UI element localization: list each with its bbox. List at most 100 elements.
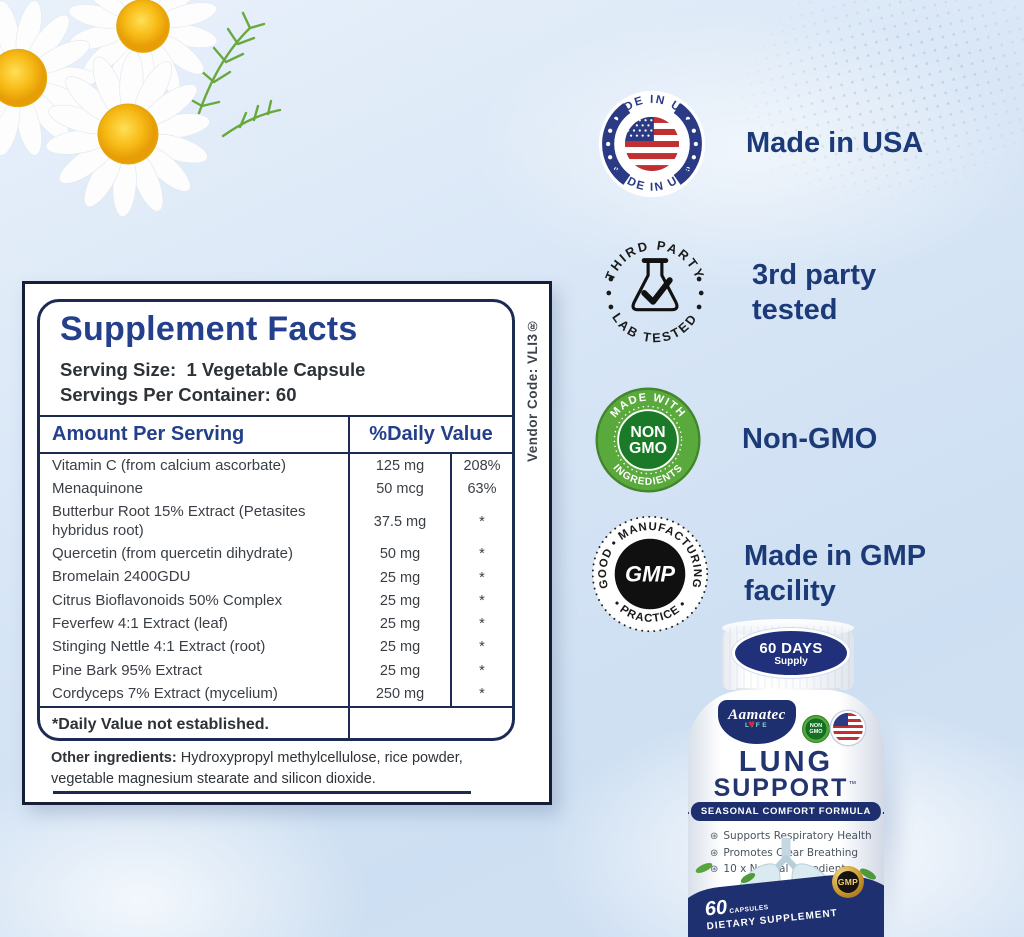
made-in-usa-seal-icon: MADE IN USA MADE IN USA <box>598 90 706 198</box>
table-footnote-row: *Daily Value not established. <box>40 705 512 738</box>
table-row: Stinging Nettle 4:1 Extract (root) 25 mg… <box>40 635 512 660</box>
ingredient-amount: 25 mg <box>348 635 450 660</box>
non-gmo-seal-icon: MADE WITH INGREDIENTS NON GMO <box>595 387 701 493</box>
ingredient-daily-value: * <box>450 500 512 543</box>
ingredient-amount: 25 mg <box>348 565 450 590</box>
capsule-count: 60 <box>703 896 729 921</box>
panel-title: Supplement Facts <box>60 310 358 348</box>
flag-icon <box>624 116 680 172</box>
benefit-bullet: ⊛ Supports Respiratory Health <box>710 830 880 843</box>
badge-row-third-party: THIRD PARTY LAB TESTED 3rd party tested <box>596 234 922 352</box>
badge-label-non-gmo: Non-GMO <box>742 423 878 456</box>
ingredient-amount: 25 mg <box>348 589 450 613</box>
ingredient-name: Bromelain 2400GDU <box>52 568 191 586</box>
ingredient-daily-value: 208% <box>450 454 512 478</box>
table-row: Menaquinone 50 mcg 63% <box>40 477 512 501</box>
ingredient-name: Menaquinone <box>52 480 143 498</box>
ingredient-name: Quercetin (from quercetin dihydrate) <box>52 545 293 563</box>
svg-text:LAB TESTED: LAB TESTED <box>609 310 701 346</box>
table-row: Pine Bark 95% Extract 25 mg * <box>40 659 512 683</box>
table-rows: Vitamin C (from calcium ascorbate) 125 m… <box>40 454 512 706</box>
badge-row-gmp: GOOD • MANUFACTURING • PRACTICE • GMP Ma… <box>588 512 954 636</box>
product-bottle: 60 DAYS Supply Aamatec LIFE ♥ NON GMO LUN… <box>660 619 910 937</box>
ingredient-amount: 50 mg <box>348 542 450 566</box>
formula-banner: SEASONAL COMFORT FORMULA <box>688 802 884 821</box>
ingredient-daily-value: * <box>450 542 512 566</box>
bottle-label: Aamatec LIFE ♥ NON GMO LUNG SUPPORT™ SEAS… <box>688 690 884 937</box>
bottom-rule <box>53 791 471 794</box>
table-row: Bromelain 2400GDU 25 mg * <box>40 565 512 590</box>
product-name-line2: SUPPORT™ <box>713 774 859 802</box>
ingredient-amount: 37.5 mg <box>348 500 450 543</box>
footnote-text: *Daily Value not established. <box>52 715 269 733</box>
ingredient-name: Feverfew 4:1 Extract (leaf) <box>52 614 228 632</box>
daisy-flower <box>0 0 97 158</box>
product-name-line1: LUNG <box>738 746 834 778</box>
ingredient-amount: 125 mg <box>348 454 450 478</box>
daily-value-header: %Daily Value <box>348 417 512 453</box>
table-row: Quercetin (from quercetin dihydrate) 50 … <box>40 542 512 566</box>
ingredient-name: Pine Bark 95% Extract <box>52 661 203 679</box>
daisy-flower <box>53 0 233 116</box>
amount-header: Amount Per Serving <box>52 423 245 446</box>
badge-label-made-in-usa: Made in USA <box>746 127 924 160</box>
ingredient-daily-value: * <box>450 659 512 683</box>
svg-text:NON: NON <box>630 424 665 441</box>
table-row: Vitamin C (from calcium ascorbate) 125 m… <box>40 454 512 478</box>
badge-label-third-party: 3rd party tested <box>752 258 877 326</box>
table-row: Cordyceps 7% Extract (mycelium) 250 mg * <box>40 682 512 706</box>
ingredient-daily-value: * <box>450 635 512 660</box>
ingredient-name: Butterbur Root 15% Extract (Petasites hy… <box>52 503 306 539</box>
lab-tested-seal-icon: THIRD PARTY LAB TESTED <box>602 238 706 346</box>
table-row: Butterbur Root 15% Extract (Petasites hy… <box>40 500 512 543</box>
supplement-facts-panel: Vendor Code: VLI3® Supplement Facts Serv… <box>22 281 552 805</box>
circled-asterisk-icon: ⊛ <box>710 831 719 842</box>
mini-usa-flag-icon <box>831 711 865 745</box>
ingredient-amount: 250 mg <box>348 682 450 706</box>
table-row: Citrus Bioflavonoids 50% Complex 25 mg * <box>40 589 512 613</box>
ingredient-name: Vitamin C (from calcium ascorbate) <box>52 456 286 474</box>
daisy-flower <box>33 39 223 229</box>
vendor-code: Vendor Code: VLI3® <box>525 317 540 462</box>
other-ingredients: Other ingredients: Hydroxypropyl methylc… <box>51 750 463 787</box>
brand-logo: Aamatec LIFE ♥ <box>718 700 796 744</box>
table-header: Amount Per Serving %Daily Value <box>40 415 512 455</box>
circled-asterisk-icon: ⊛ <box>710 864 719 875</box>
ingredient-daily-value: 63% <box>450 477 512 501</box>
ingredient-daily-value: * <box>450 612 512 636</box>
mini-non-gmo-icon: NON GMO <box>802 715 830 743</box>
chamomile-flowers-image <box>0 0 282 246</box>
svg-text:GMO: GMO <box>629 440 667 457</box>
ingredient-name: Citrus Bioflavonoids 50% Complex <box>52 591 283 609</box>
ingredient-daily-value: * <box>450 682 512 706</box>
serving-size-line: Serving Size: 1 Vegetable Capsule <box>60 358 366 380</box>
star-dots <box>605 116 699 172</box>
supply-badge: 60 DAYS Supply <box>732 628 850 678</box>
gmp-gold-seal-icon: GMP <box>832 866 864 898</box>
badge-label-gmp: Made in GMP facility <box>744 539 926 607</box>
capsule-count-unit: CAPSULES <box>729 903 770 916</box>
checkmark-icon <box>641 277 673 305</box>
heart-icon: ♥ <box>748 717 756 731</box>
flask-icon <box>631 258 679 312</box>
ingredient-amount: 25 mg <box>348 659 450 683</box>
table-row: Feverfew 4:1 Extract (leaf) 25 mg * <box>40 612 512 636</box>
ingredient-amount: 25 mg <box>348 612 450 636</box>
ingredient-amount: 50 mcg <box>348 477 450 501</box>
badge-row-made-in-usa: MADE IN USA MADE IN USA <box>596 88 923 200</box>
ingredient-daily-value: * <box>450 589 512 613</box>
ingredient-name: Stinging Nettle 4:1 Extract (root) <box>52 638 266 656</box>
svg-text:GMP: GMP <box>625 562 675 587</box>
benefit-text: Promotes Clear Breathing <box>723 846 859 859</box>
benefit-text: Supports Respiratory Health <box>723 830 872 842</box>
badge-row-non-gmo: MADE WITH INGREDIENTS NON GMO Non-GMO <box>592 384 877 496</box>
supplement-facts-box: Supplement Facts Serving Size: 1 Vegetab… <box>37 299 515 741</box>
ingredient-daily-value: * <box>450 565 512 590</box>
benefit-bullet: ⊛ Promotes Clear Breathing <box>710 847 880 860</box>
servings-per-container-line: Servings Per Container: 60 <box>60 384 297 406</box>
gmp-seal-icon: GOOD • MANUFACTURING • PRACTICE • GMP <box>591 515 709 633</box>
ingredient-name: Cordyceps 7% Extract (mycelium) <box>52 684 278 702</box>
circled-asterisk-icon: ⊛ <box>710 847 719 859</box>
footnote-empty-cell <box>348 707 512 738</box>
